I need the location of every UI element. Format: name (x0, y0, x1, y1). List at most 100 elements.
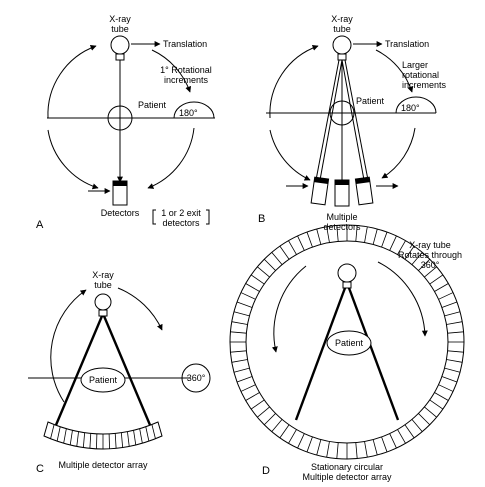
detector-cell-divider (69, 430, 73, 446)
detector-cell-divider (364, 226, 368, 243)
panel-d: X-ray tube Rotates through 360° Patient … (229, 224, 465, 482)
tube-label-line1: X-ray (109, 14, 131, 24)
patient-label: Patient (89, 375, 118, 385)
detector-cell-divider (233, 311, 250, 317)
detector-cell-divider (424, 266, 437, 278)
angle-label: 360° (187, 373, 206, 383)
fan-beam-right-edge (102, 315, 152, 426)
detector-cell-divider (245, 283, 260, 292)
rotation-arc-upper-left (269, 44, 319, 119)
translation-label: Translation (163, 39, 207, 49)
x-ray-beam-right-edge (344, 59, 369, 181)
translation-label: Translation (385, 39, 429, 49)
patient-label: Patient (138, 100, 167, 110)
x-ray-tube-icon (94, 293, 112, 311)
detector-cell-divider (336, 225, 339, 242)
detector-cell-divider (271, 419, 283, 432)
detector-cell-divider (306, 231, 313, 248)
rotation-arc-lower-left (47, 129, 99, 190)
angle-label: 180° (401, 103, 420, 113)
detector-cell-divider (306, 436, 313, 453)
detector-cell-divider (336, 442, 339, 459)
detector-cell-divider (411, 252, 423, 265)
detector-cell-divider (424, 406, 437, 418)
detector-cell-divider (326, 441, 330, 458)
detector-cell-divider (404, 245, 415, 260)
tube-collimator (342, 281, 352, 289)
panel-letter: B (258, 213, 265, 225)
fan-beam-left-edge (294, 287, 347, 421)
rotation-arc-lower-left (269, 129, 311, 181)
detector-cell-divider (355, 225, 358, 242)
detector-cell-divider (316, 439, 322, 456)
panel-b: X-ray tube Translation Larger rotational… (258, 14, 447, 232)
detector-cell-divider (63, 428, 67, 444)
detector-cell-divider (236, 301, 253, 308)
detector-left (310, 176, 330, 206)
x-ray-beam-left-edge (315, 59, 340, 181)
detectors-label-line2: detectors (323, 222, 361, 232)
detector-cell-divider (279, 245, 290, 260)
detector-cell-divider (145, 426, 150, 442)
tube-label-line1: X-ray (92, 270, 114, 280)
detector-cell-divider (429, 399, 444, 410)
detector-cell-divider (418, 258, 431, 271)
increments-label-line2: rotational (402, 70, 439, 80)
detector-right (354, 176, 374, 206)
detector-cell-divider (364, 441, 368, 458)
detector-cell-divider (297, 235, 305, 251)
patient-ellipse (326, 330, 372, 356)
tube-label-line3: 360° (421, 260, 440, 270)
detector-cell-divider (127, 431, 130, 447)
detector-cell-divider (404, 424, 415, 439)
detector-cell-divider (245, 392, 260, 401)
detector-cell-divider (263, 413, 276, 426)
angle-arc (395, 96, 437, 114)
angle-circle (181, 363, 211, 393)
increments-label-line2: increments (164, 75, 209, 85)
rotation-arc-lower-right (381, 127, 416, 179)
panel-letter: A (36, 219, 44, 231)
detector-cell-divider (297, 433, 305, 449)
detector-cell-divider (89, 433, 92, 449)
detector-cell-divider (355, 442, 358, 459)
detector-cell-divider (257, 266, 270, 278)
x-ray-tube-icon (337, 263, 357, 283)
detector-cell-divider (56, 426, 61, 442)
detector-array (43, 421, 163, 450)
patient-label: Patient (335, 338, 364, 348)
detector-cell-divider (151, 424, 156, 439)
detector-cell-divider (230, 331, 247, 334)
detector-cell-divider (288, 240, 297, 255)
tube-label-line1: X-ray tube (409, 240, 451, 250)
detector-cell-divider (114, 433, 117, 449)
detector-cell-divider (446, 321, 463, 325)
angle-arc (173, 101, 215, 119)
x-ray-beam-right (341, 59, 365, 181)
tube-collimator (337, 53, 347, 61)
detector-cell-divider (139, 428, 143, 444)
fan-beam-right-edge (347, 287, 400, 421)
detector-cell-divider (82, 432, 86, 448)
detector-cell-divider (444, 367, 461, 373)
rotation-arc-right (377, 261, 428, 337)
detector-cell-divider (236, 376, 253, 383)
tube-label-line2: tube (111, 24, 129, 34)
detector-cell-divider (279, 424, 290, 439)
detector-cell-divider (240, 292, 256, 300)
rotation-arc-upper-left (47, 45, 97, 119)
array-label-line1: Stationary circular (311, 462, 383, 472)
bracket-left (152, 209, 156, 225)
detector-cell-divider (326, 226, 330, 243)
detector-ring-cells (230, 225, 464, 459)
rotation-arc-left (50, 289, 87, 403)
detector-cell-divider (133, 430, 137, 446)
detector-cell-divider (381, 231, 388, 248)
rotation-arc-upper-right (375, 49, 414, 93)
detector-cell-divider (76, 431, 79, 447)
exit-detectors-line2: detectors (162, 218, 200, 228)
x-ray-beam-left (319, 59, 343, 181)
detector-face (113, 181, 127, 186)
patient-label: Patient (356, 96, 385, 106)
